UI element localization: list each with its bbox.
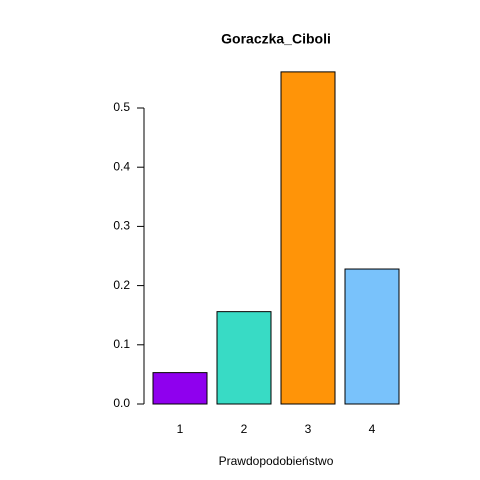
- y-tick-label: 0.1: [113, 337, 130, 351]
- bar: [280, 71, 336, 405]
- y-tick-label: 0.3: [113, 219, 130, 233]
- bar: [152, 372, 208, 405]
- chart-title: Goraczka_Ciboli: [221, 31, 331, 47]
- y-tick-label: 0.4: [113, 159, 130, 173]
- x-tick-label: 1: [177, 422, 184, 436]
- bar: [216, 311, 272, 405]
- x-tick-label: 2: [241, 422, 248, 436]
- x-tick-label: 3: [305, 422, 312, 436]
- x-axis-label: Prawdopodobieństwo: [219, 454, 334, 468]
- bar: [344, 268, 400, 405]
- y-tick-label: 0.2: [113, 278, 130, 292]
- x-tick-label: 4: [369, 422, 376, 436]
- y-tick-label: 0.5: [113, 100, 130, 114]
- y-tick-label: 0.0: [113, 396, 130, 410]
